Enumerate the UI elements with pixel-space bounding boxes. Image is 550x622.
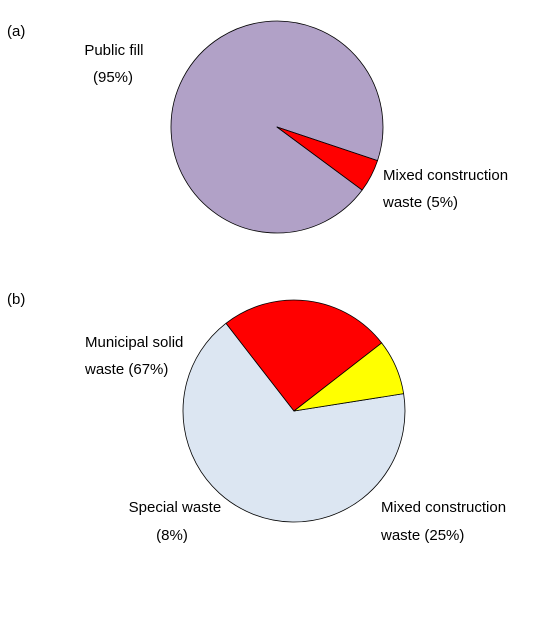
pie-a-slice-mixed-construction-waste xyxy=(276,126,378,191)
pie-a-slices xyxy=(170,20,384,234)
panel-label-a: (a) xyxy=(7,23,25,40)
pie-chart-a: (a) Public fill (95%) Mixed construction… xyxy=(7,20,512,234)
panel-label-b: (b) xyxy=(7,291,25,308)
slice-label-mixed-construction-a: Mixed construction waste (5%) xyxy=(382,167,512,211)
pie-b-slice-special-waste xyxy=(293,342,405,412)
slice-label-special-waste: Special waste (8%) xyxy=(129,499,226,544)
pie-chart-b: (b) Municipal solid waste (67%) Mixed co… xyxy=(7,291,510,544)
slice-label-municipal-solid-waste: Municipal solid waste (67%) xyxy=(84,334,188,378)
slice-label-public-fill: Public fill (95%) xyxy=(84,42,147,86)
slice-label-mixed-construction-b: Mixed construction waste (25%) xyxy=(380,499,510,544)
pie-b-slices xyxy=(182,299,406,523)
pie-b-slice-municipal-solid-waste xyxy=(182,322,406,523)
pie-b-slice-mixed-construction-waste xyxy=(225,299,383,412)
